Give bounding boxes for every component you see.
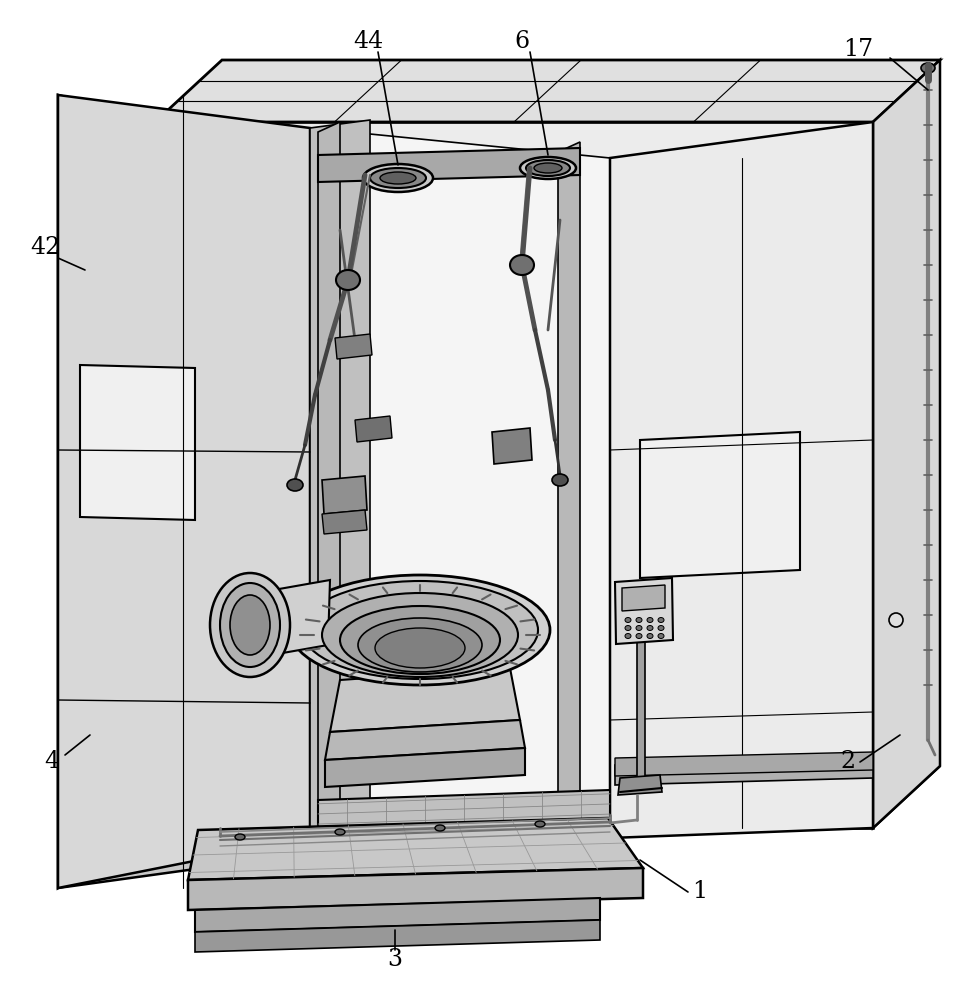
Polygon shape <box>335 334 372 359</box>
Ellipse shape <box>526 160 570 176</box>
Ellipse shape <box>647 634 653 639</box>
Text: 6: 6 <box>514 30 529 53</box>
Polygon shape <box>243 580 330 660</box>
Ellipse shape <box>921 63 935 73</box>
Ellipse shape <box>363 164 433 192</box>
Ellipse shape <box>336 270 360 290</box>
Ellipse shape <box>380 172 416 184</box>
Polygon shape <box>58 95 310 888</box>
Polygon shape <box>622 585 665 611</box>
Polygon shape <box>492 428 532 464</box>
Ellipse shape <box>435 825 445 831</box>
Ellipse shape <box>230 595 270 655</box>
Ellipse shape <box>636 634 642 639</box>
Polygon shape <box>330 668 520 732</box>
Polygon shape <box>618 775 662 795</box>
Polygon shape <box>637 638 645 780</box>
Polygon shape <box>873 60 940 828</box>
Polygon shape <box>558 142 580 838</box>
Ellipse shape <box>510 255 534 275</box>
Polygon shape <box>188 868 643 910</box>
Ellipse shape <box>658 617 664 622</box>
Polygon shape <box>195 898 600 932</box>
Text: 44: 44 <box>353 30 383 53</box>
Ellipse shape <box>370 168 426 188</box>
Polygon shape <box>322 476 367 514</box>
Polygon shape <box>322 510 367 534</box>
Text: 42: 42 <box>29 236 60 259</box>
Ellipse shape <box>625 634 631 639</box>
Polygon shape <box>325 748 525 787</box>
Polygon shape <box>615 752 873 776</box>
Ellipse shape <box>520 157 576 179</box>
Polygon shape <box>310 120 370 838</box>
Ellipse shape <box>552 474 568 486</box>
Ellipse shape <box>535 821 545 827</box>
Ellipse shape <box>302 581 538 679</box>
Ellipse shape <box>235 834 245 840</box>
Ellipse shape <box>636 617 642 622</box>
Ellipse shape <box>335 829 345 835</box>
Polygon shape <box>188 818 643 880</box>
Ellipse shape <box>625 617 631 622</box>
Ellipse shape <box>658 626 664 631</box>
Polygon shape <box>58 766 940 888</box>
Ellipse shape <box>358 618 482 672</box>
Ellipse shape <box>636 626 642 631</box>
Polygon shape <box>155 60 940 122</box>
Polygon shape <box>155 122 873 828</box>
Text: 3: 3 <box>387 948 403 972</box>
Ellipse shape <box>340 606 500 674</box>
Polygon shape <box>640 432 800 578</box>
Polygon shape <box>325 720 525 760</box>
Ellipse shape <box>534 163 562 173</box>
Polygon shape <box>610 122 873 838</box>
Polygon shape <box>615 578 673 644</box>
Ellipse shape <box>220 583 280 667</box>
Ellipse shape <box>647 617 653 622</box>
Ellipse shape <box>210 573 290 677</box>
Polygon shape <box>195 920 600 952</box>
Polygon shape <box>318 790 610 838</box>
Ellipse shape <box>290 575 550 685</box>
Text: 2: 2 <box>841 750 856 774</box>
Ellipse shape <box>287 479 303 491</box>
Ellipse shape <box>889 613 903 627</box>
Ellipse shape <box>322 593 518 677</box>
Polygon shape <box>80 365 195 520</box>
Polygon shape <box>615 758 873 785</box>
Ellipse shape <box>647 626 653 631</box>
Ellipse shape <box>658 634 664 639</box>
Ellipse shape <box>625 626 631 631</box>
Text: 1: 1 <box>693 880 708 904</box>
Polygon shape <box>310 128 610 838</box>
Ellipse shape <box>375 628 465 668</box>
Polygon shape <box>58 95 155 888</box>
Polygon shape <box>318 148 580 182</box>
Polygon shape <box>318 122 340 838</box>
Text: 17: 17 <box>843 38 873 62</box>
Polygon shape <box>355 416 392 442</box>
Text: 4: 4 <box>44 750 60 774</box>
